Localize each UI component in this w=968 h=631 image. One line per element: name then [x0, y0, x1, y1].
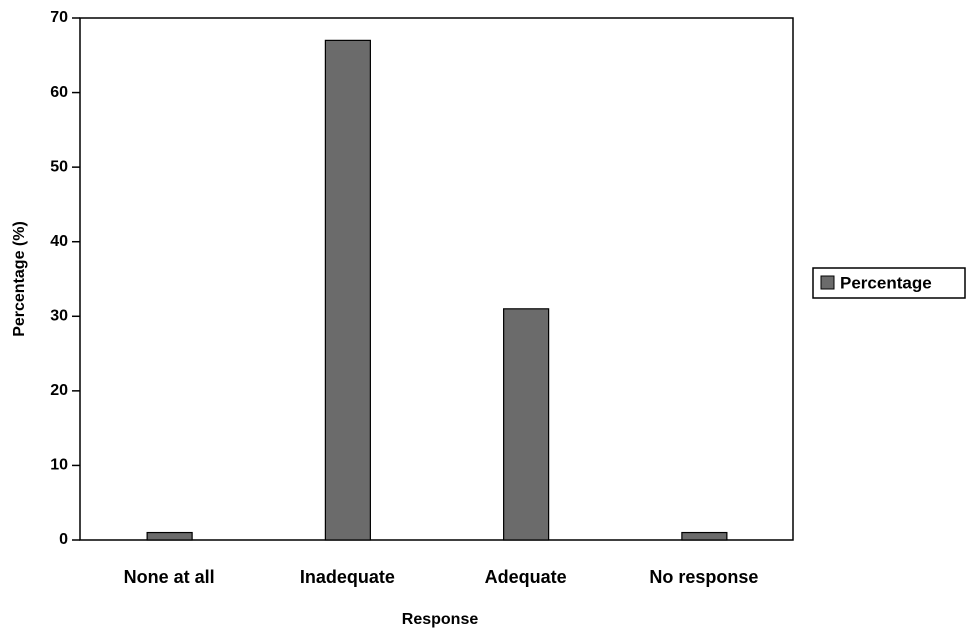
- legend-label: Percentage: [840, 273, 932, 292]
- legend-swatch: [820, 275, 835, 290]
- bar: [146, 531, 193, 541]
- x-axis-label: Response: [402, 611, 479, 628]
- x-tick-label: Inadequate: [300, 567, 395, 587]
- bar: [503, 308, 550, 541]
- bar: [324, 39, 371, 541]
- bar: [681, 531, 728, 541]
- x-tick-label: No response: [649, 567, 758, 587]
- y-tick-label: 70: [50, 9, 68, 26]
- plot-frame: [79, 17, 794, 541]
- y-tick-label: 40: [50, 233, 68, 250]
- legend: Percentage: [812, 267, 966, 299]
- y-tick-label: 60: [50, 84, 68, 101]
- y-tick-label: 20: [50, 382, 68, 399]
- y-tick-label: 0: [59, 531, 68, 548]
- y-tick-label: 50: [50, 158, 68, 175]
- y-tick-label: 10: [50, 457, 68, 474]
- x-tick-label: Adequate: [485, 567, 567, 587]
- y-axis-label: Percentage (%): [11, 221, 28, 337]
- y-tick-label: 30: [50, 308, 68, 325]
- x-tick-label: None at all: [124, 567, 215, 587]
- legend-box: [812, 267, 966, 299]
